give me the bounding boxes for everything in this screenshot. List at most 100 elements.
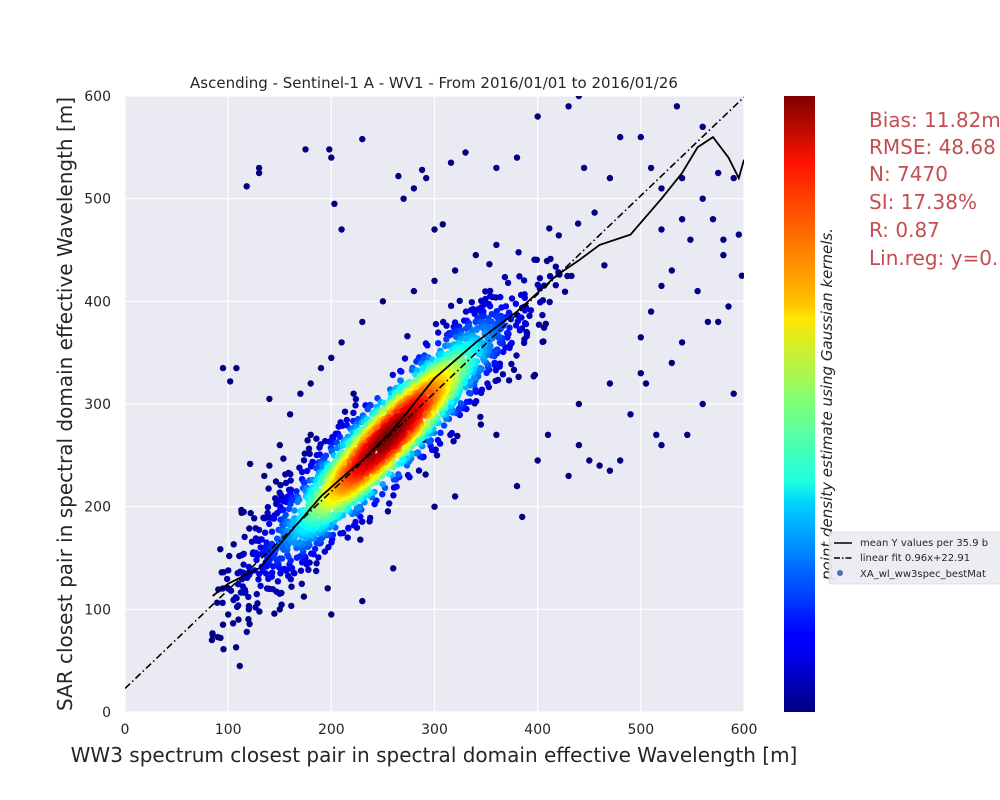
scatter-point bbox=[601, 262, 608, 269]
scatter-point bbox=[394, 461, 402, 468]
linear-fit-line bbox=[125, 96, 744, 690]
scatter-point bbox=[546, 225, 553, 232]
scatter-point bbox=[534, 113, 541, 120]
scatter-point bbox=[255, 526, 263, 534]
scatter-point bbox=[431, 277, 438, 284]
scatter-point bbox=[226, 552, 233, 560]
scatter-point bbox=[352, 402, 359, 409]
scatter-point bbox=[364, 406, 371, 413]
scatter-point bbox=[266, 395, 273, 403]
scatter-point bbox=[232, 594, 239, 601]
y-tick-label: 0 bbox=[102, 705, 111, 721]
scatter-point bbox=[678, 339, 686, 346]
scatter-point bbox=[482, 295, 489, 303]
scatter-point bbox=[606, 174, 614, 182]
scatter-point bbox=[219, 364, 227, 372]
scatter-point bbox=[738, 272, 744, 279]
scatter-point bbox=[261, 472, 268, 480]
scatter-point bbox=[637, 133, 644, 141]
scatter-point bbox=[266, 561, 273, 568]
scatter-point bbox=[521, 320, 529, 327]
scatter-point bbox=[535, 321, 543, 328]
scatter-point bbox=[315, 554, 322, 561]
scatter-point bbox=[565, 103, 572, 110]
scatter-point bbox=[439, 221, 446, 228]
scatter-point bbox=[287, 470, 294, 478]
scatter-point bbox=[462, 335, 469, 342]
scatter-point bbox=[422, 471, 429, 478]
mean-y-line bbox=[212, 135, 744, 597]
scatter-point bbox=[227, 587, 235, 594]
scatter-point bbox=[415, 467, 423, 474]
scatter-point bbox=[447, 302, 455, 309]
scatter-point bbox=[543, 257, 551, 265]
scatter-point bbox=[243, 628, 250, 636]
scatter-point bbox=[304, 437, 311, 444]
scatter-point bbox=[256, 608, 263, 615]
scatter-point bbox=[263, 585, 271, 592]
scatter-point bbox=[245, 563, 252, 571]
scatter-point bbox=[647, 308, 655, 315]
scatter-point bbox=[546, 273, 554, 280]
scatter-point bbox=[284, 551, 291, 558]
scatter-point bbox=[345, 524, 352, 531]
scatter-point bbox=[257, 582, 264, 590]
scatter-point bbox=[285, 572, 292, 580]
scatter-point bbox=[617, 133, 624, 141]
scatter-point bbox=[501, 273, 509, 281]
scatter-point bbox=[296, 539, 304, 546]
scatter-point bbox=[478, 386, 486, 393]
scatter-point bbox=[694, 287, 701, 295]
scatter-point bbox=[401, 355, 409, 362]
scatter-point bbox=[447, 159, 455, 166]
scatter-point bbox=[606, 380, 614, 387]
scatter-point bbox=[239, 583, 246, 590]
scatter-point bbox=[225, 567, 232, 574]
scatter-point bbox=[220, 646, 227, 653]
axis-ticks: 0 100 200 300 400 500 600 0 100 200 300 400 500 600 bbox=[84, 89, 757, 738]
stat-si: SI: 17.38% bbox=[869, 190, 977, 214]
scatter-point bbox=[353, 505, 361, 512]
scatter-point bbox=[225, 611, 232, 618]
scatter-point bbox=[313, 560, 320, 567]
scatter-point bbox=[465, 389, 473, 396]
scatter-point bbox=[410, 287, 418, 295]
scatter-point bbox=[298, 468, 306, 476]
scatter-point bbox=[245, 616, 252, 623]
scatter-point bbox=[313, 435, 320, 442]
scatter-point bbox=[227, 378, 234, 385]
scatter-point bbox=[300, 457, 308, 464]
scatter-point bbox=[521, 336, 528, 343]
scatter-point bbox=[513, 482, 521, 490]
scatter-point bbox=[308, 550, 315, 557]
scatter-point bbox=[243, 183, 250, 190]
scatter-point bbox=[303, 467, 311, 475]
scatter-point bbox=[637, 334, 644, 341]
scatter-point bbox=[735, 231, 742, 238]
scatter-point bbox=[470, 374, 478, 381]
scatter-point bbox=[379, 491, 386, 498]
scatter-point bbox=[288, 602, 295, 610]
y-tick-label: 500 bbox=[84, 192, 111, 208]
scatter-point bbox=[508, 360, 515, 368]
scatter-point bbox=[493, 431, 500, 438]
scatter-point bbox=[575, 400, 583, 408]
scatter-point bbox=[398, 368, 405, 375]
scatter-point bbox=[397, 377, 404, 384]
scatter-point bbox=[208, 636, 216, 644]
scatter-point bbox=[352, 395, 360, 403]
scatter-point bbox=[586, 457, 593, 464]
scatter-point bbox=[715, 169, 722, 177]
x-tick-label: 100 bbox=[215, 722, 242, 738]
scatter-point bbox=[219, 599, 226, 606]
scatter-point bbox=[246, 525, 253, 532]
colorbar-label: point density estimate using Gaussian ke… bbox=[818, 228, 836, 581]
scatter-point bbox=[423, 174, 430, 182]
x-tick-label: 600 bbox=[731, 722, 758, 738]
scatter-point bbox=[451, 493, 459, 500]
scatter-point bbox=[513, 352, 520, 359]
scatter-point bbox=[246, 460, 254, 468]
scatter-point bbox=[530, 373, 537, 380]
scatter-point bbox=[255, 576, 262, 583]
x-tick-label: 200 bbox=[318, 722, 345, 738]
